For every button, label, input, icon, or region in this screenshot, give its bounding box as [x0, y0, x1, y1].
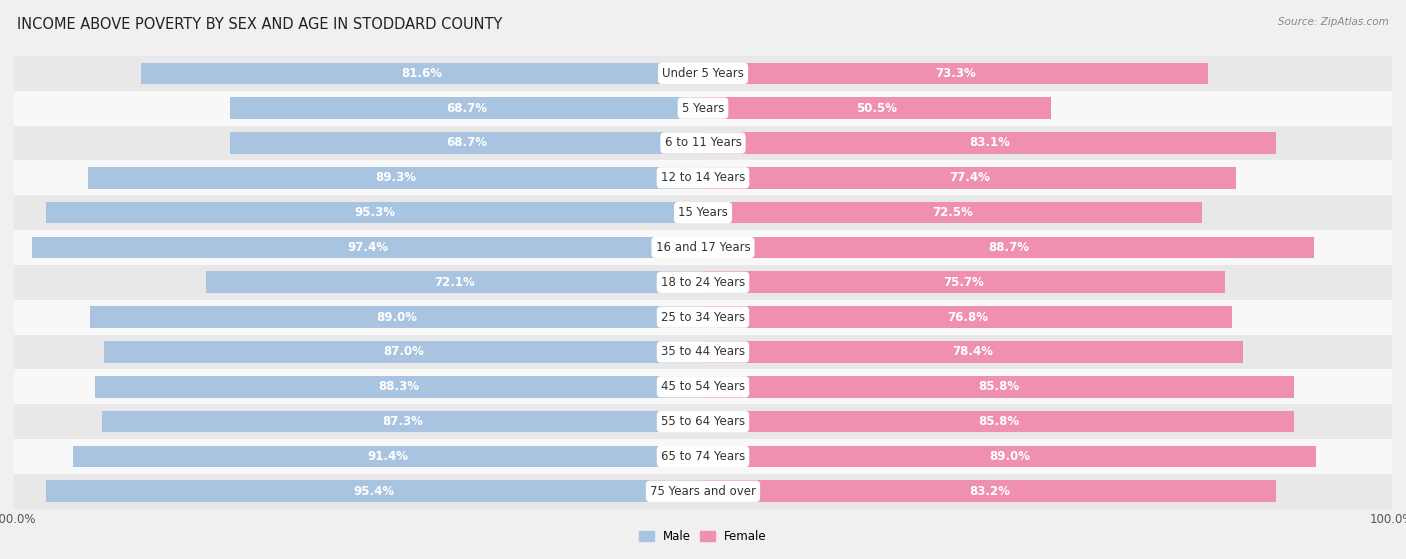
Bar [46, 202, 703, 224]
Text: 89.0%: 89.0% [375, 311, 418, 324]
Bar [703, 341, 1243, 363]
Text: 85.8%: 85.8% [979, 380, 1019, 394]
Text: 89.0%: 89.0% [988, 450, 1031, 463]
Bar [703, 446, 1316, 467]
Bar [703, 236, 1315, 258]
Bar [703, 481, 1277, 502]
Bar [14, 230, 1392, 265]
Bar [14, 439, 1392, 474]
Text: 45 to 54 Years: 45 to 54 Years [661, 380, 745, 394]
Text: 72.5%: 72.5% [932, 206, 973, 219]
Text: 85.8%: 85.8% [979, 415, 1019, 428]
Text: 65 to 74 Years: 65 to 74 Years [661, 450, 745, 463]
Bar [14, 334, 1392, 369]
Text: Source: ZipAtlas.com: Source: ZipAtlas.com [1278, 17, 1389, 27]
Text: 15 Years: 15 Years [678, 206, 728, 219]
Text: 88.7%: 88.7% [988, 241, 1029, 254]
Text: 95.3%: 95.3% [354, 206, 395, 219]
Legend: Male, Female: Male, Female [634, 525, 772, 548]
Bar [703, 63, 1208, 84]
Text: 55 to 64 Years: 55 to 64 Years [661, 415, 745, 428]
Bar [703, 272, 1225, 293]
Bar [703, 167, 1236, 188]
Text: 89.3%: 89.3% [375, 171, 416, 184]
Bar [229, 132, 703, 154]
Bar [14, 300, 1392, 334]
Text: 87.0%: 87.0% [382, 345, 423, 358]
Text: 72.1%: 72.1% [434, 276, 475, 289]
Bar [703, 97, 1050, 119]
Text: 75.7%: 75.7% [943, 276, 984, 289]
Bar [141, 63, 703, 84]
Text: 76.8%: 76.8% [948, 311, 988, 324]
Text: 68.7%: 68.7% [446, 102, 486, 115]
Text: 18 to 24 Years: 18 to 24 Years [661, 276, 745, 289]
Text: 12 to 14 Years: 12 to 14 Years [661, 171, 745, 184]
Bar [14, 369, 1392, 404]
Bar [14, 265, 1392, 300]
Bar [101, 411, 703, 433]
Bar [14, 160, 1392, 195]
Text: 95.4%: 95.4% [354, 485, 395, 498]
Bar [14, 91, 1392, 126]
Bar [703, 132, 1275, 154]
Bar [703, 306, 1232, 328]
Text: 81.6%: 81.6% [401, 67, 443, 80]
Bar [14, 56, 1392, 91]
Text: 68.7%: 68.7% [446, 136, 486, 149]
Text: INCOME ABOVE POVERTY BY SEX AND AGE IN STODDARD COUNTY: INCOME ABOVE POVERTY BY SEX AND AGE IN S… [17, 17, 502, 32]
Bar [94, 376, 703, 397]
Text: 91.4%: 91.4% [367, 450, 409, 463]
Bar [104, 341, 703, 363]
Text: 83.2%: 83.2% [969, 485, 1010, 498]
Text: 35 to 44 Years: 35 to 44 Years [661, 345, 745, 358]
Bar [32, 236, 703, 258]
Text: 73.3%: 73.3% [935, 67, 976, 80]
Text: 5 Years: 5 Years [682, 102, 724, 115]
Text: 97.4%: 97.4% [347, 241, 388, 254]
Bar [73, 446, 703, 467]
Bar [87, 167, 703, 188]
Text: 25 to 34 Years: 25 to 34 Years [661, 311, 745, 324]
Bar [46, 481, 703, 502]
Bar [207, 272, 703, 293]
Bar [703, 202, 1202, 224]
Bar [703, 411, 1294, 433]
Text: 78.4%: 78.4% [952, 345, 994, 358]
Bar [229, 97, 703, 119]
Text: Under 5 Years: Under 5 Years [662, 67, 744, 80]
Text: 77.4%: 77.4% [949, 171, 990, 184]
Bar [90, 306, 703, 328]
Bar [703, 376, 1294, 397]
Bar [14, 126, 1392, 160]
Bar [14, 404, 1392, 439]
Text: 75 Years and over: 75 Years and over [650, 485, 756, 498]
Bar [14, 474, 1392, 509]
Text: 16 and 17 Years: 16 and 17 Years [655, 241, 751, 254]
Text: 87.3%: 87.3% [382, 415, 423, 428]
Bar [14, 195, 1392, 230]
Text: 50.5%: 50.5% [856, 102, 897, 115]
Text: 88.3%: 88.3% [378, 380, 419, 394]
Text: 6 to 11 Years: 6 to 11 Years [665, 136, 741, 149]
Text: 83.1%: 83.1% [969, 136, 1010, 149]
